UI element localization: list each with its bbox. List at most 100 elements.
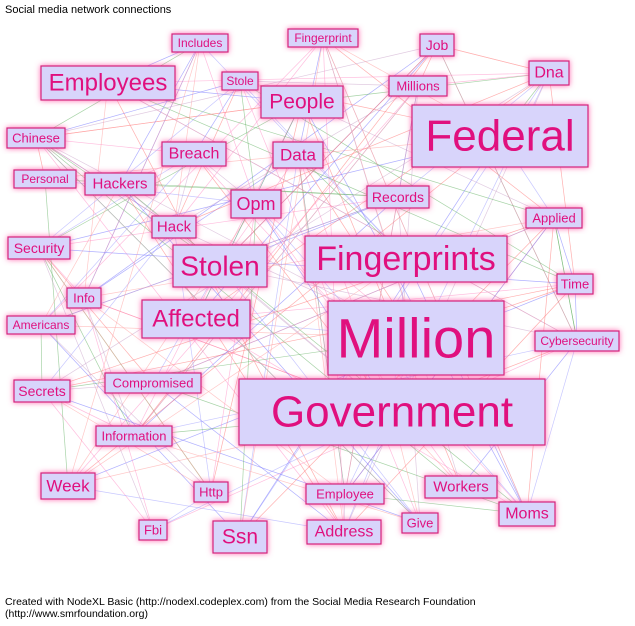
- network-graph: Includes Fingerprint Job Dna Employees Stole M…: [6, 28, 620, 554]
- node-box: [498, 501, 556, 527]
- node-http: Http: [193, 481, 229, 503]
- node-stole: Stole: [221, 71, 259, 91]
- node-job: Job: [419, 33, 455, 57]
- node-box: [104, 372, 202, 394]
- chart-title: Social media network connections: [5, 4, 172, 16]
- node-includes: Includes: [171, 33, 229, 53]
- edge: [38, 101, 303, 249]
- node-americans: Americans: [6, 315, 76, 335]
- node-box: [84, 172, 156, 196]
- edge: [173, 42, 201, 228]
- edge: [199, 42, 257, 205]
- node-time: Time: [556, 273, 594, 295]
- node-label: Employee: [316, 487, 374, 502]
- node-label: Affected: [152, 306, 240, 333]
- edge: [38, 247, 135, 437]
- node-box: [138, 519, 168, 541]
- edge: [239, 154, 299, 538]
- node-affected: Affected: [141, 299, 251, 339]
- edge: [436, 44, 578, 342]
- node-label: Includes: [178, 36, 223, 50]
- node-box: [287, 28, 359, 48]
- node-box: [260, 85, 344, 119]
- edge: [119, 183, 528, 515]
- node-box: [13, 169, 77, 189]
- node-box: [272, 141, 324, 169]
- node-box: [305, 483, 385, 505]
- node-box: [141, 299, 251, 339]
- node-label: Security: [14, 240, 65, 256]
- node-box: [172, 244, 268, 288]
- node-box: [366, 185, 430, 209]
- edge: [322, 37, 345, 533]
- node-box: [419, 33, 455, 57]
- edge: [67, 485, 345, 533]
- node-label: Dna: [534, 65, 563, 82]
- node-label: Millions: [396, 79, 440, 94]
- node-box: [95, 425, 173, 447]
- node-label: Hack: [157, 219, 192, 236]
- node-label: Compromised: [113, 376, 194, 391]
- node-box: [401, 512, 439, 534]
- node-box: [528, 60, 570, 86]
- node-breach: Breach: [161, 141, 227, 167]
- edge: [119, 183, 421, 524]
- edge: [239, 80, 257, 205]
- node-box: [525, 207, 583, 229]
- node-fingerprints: Fingerprints: [304, 235, 508, 283]
- node-box: [171, 33, 229, 53]
- edge: [107, 82, 578, 342]
- node-box: [238, 378, 546, 446]
- node-cybersecurity: Cybersecurity: [534, 330, 620, 352]
- edge: [38, 247, 154, 384]
- node-applied: Applied: [525, 207, 583, 229]
- node-label: Government: [271, 388, 513, 437]
- footer-credit: Created with NodeXL Basic (http://nodexl…: [5, 596, 476, 620]
- edge: [83, 297, 135, 437]
- node-box: [534, 330, 620, 352]
- node-hackers: Hackers: [84, 172, 156, 196]
- edge: [35, 80, 241, 139]
- node-label: Ssn: [222, 526, 258, 549]
- edge: [38, 153, 195, 249]
- edge: [67, 42, 201, 487]
- node-label: Fingerprint: [294, 31, 352, 45]
- node-data: Data: [272, 141, 324, 169]
- edge: [173, 37, 324, 228]
- node-box: [556, 273, 594, 295]
- node-chinese: Chinese: [6, 127, 66, 149]
- edge: [255, 203, 393, 413]
- node-box: [327, 300, 505, 376]
- edge: [107, 72, 550, 84]
- node-personal: Personal: [13, 169, 77, 189]
- node-label: Information: [101, 429, 166, 444]
- node-label: Americans: [13, 318, 70, 332]
- node-box: [424, 475, 498, 499]
- node-ssn: Ssn: [212, 520, 268, 554]
- node-federal: Federal: [411, 104, 589, 168]
- edge: [83, 297, 154, 531]
- node-dna: Dna: [528, 60, 570, 86]
- node-label: Federal: [425, 112, 574, 161]
- node-security: Security: [7, 236, 71, 260]
- node-label: Secrets: [18, 383, 65, 399]
- nodes-layer: Includes Fingerprint Job Dna Employees Stole M…: [6, 28, 620, 554]
- node-millions: Millions: [388, 75, 448, 97]
- edge: [553, 217, 576, 285]
- node-label: Stole: [226, 74, 254, 88]
- node-hack: Hack: [151, 215, 197, 239]
- node-box: [411, 104, 589, 168]
- edge: [107, 82, 555, 219]
- node-give: Give: [401, 512, 439, 534]
- node-box: [161, 141, 227, 167]
- edge: [41, 390, 154, 531]
- node-box: [6, 315, 76, 335]
- node-label: Breach: [169, 146, 220, 163]
- node-label: Workers: [433, 479, 489, 496]
- node-label: Hackers: [92, 176, 147, 193]
- node-box: [388, 75, 448, 97]
- node-government: Government: [238, 378, 546, 446]
- node-opm: Opm: [230, 189, 282, 219]
- node-fbi: Fbi: [138, 519, 168, 541]
- node-box: [40, 472, 96, 500]
